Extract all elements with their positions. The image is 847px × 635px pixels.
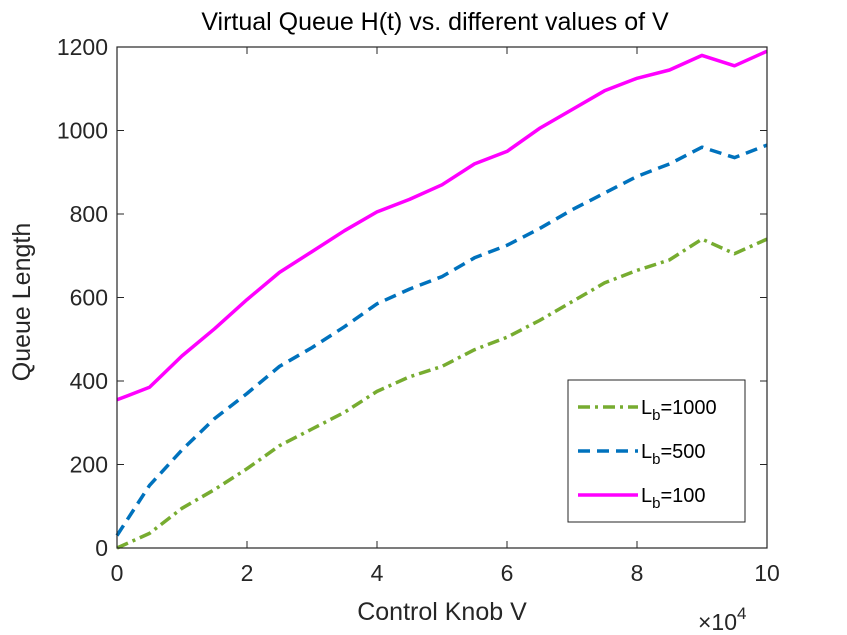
x-tick-label: 8 bbox=[631, 560, 644, 586]
y-tick-label: 1200 bbox=[57, 34, 108, 60]
x-axis-multiplier: ×104 bbox=[698, 604, 746, 635]
x-tick-label: 4 bbox=[371, 560, 384, 586]
x-tick-label: 2 bbox=[241, 560, 254, 586]
x-tick-label: 10 bbox=[754, 560, 780, 586]
series-line-100 bbox=[116, 49, 768, 402]
y-tick-label: 800 bbox=[70, 201, 108, 227]
legend-label: Lb=500 bbox=[641, 441, 706, 468]
x-axis-label: Control Knob V bbox=[357, 598, 527, 626]
axes-layer: 0 2 4 6 8 10 0 200 400 600 800 1000 1200 bbox=[57, 34, 780, 586]
series-line-500 bbox=[115, 143, 768, 537]
x-tick-label: 0 bbox=[111, 560, 124, 586]
y-tick-label: 1000 bbox=[57, 118, 108, 144]
x-multiplier-base: ×104 bbox=[698, 604, 746, 635]
x-tick-label: 6 bbox=[501, 560, 514, 586]
chart-title: Virtual Queue H(t) vs. different values … bbox=[201, 8, 669, 36]
y-tick-label: 600 bbox=[70, 285, 108, 311]
series-line-1000 bbox=[116, 237, 768, 550]
legend-label: Lb=1000 bbox=[641, 397, 717, 424]
y-tick-label: 400 bbox=[70, 368, 108, 394]
series-layer bbox=[115, 49, 768, 550]
legend: Lb=1000 Lb=500 Lb=100 bbox=[567, 379, 746, 523]
legend-label: Lb=100 bbox=[641, 485, 706, 512]
y-tick-label: 0 bbox=[95, 535, 108, 561]
y-axis-label: Queue Length bbox=[8, 223, 36, 381]
y-tick-label: 200 bbox=[70, 452, 108, 478]
